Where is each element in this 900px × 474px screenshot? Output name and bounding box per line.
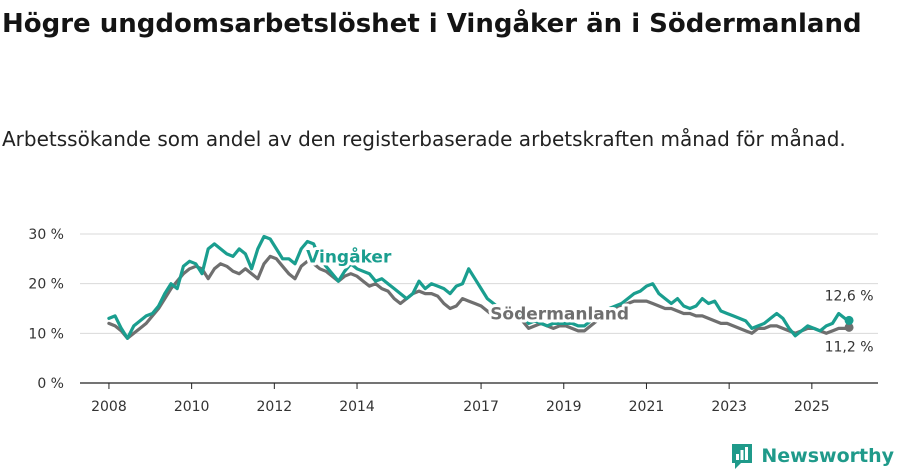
x-tick-label: 2008 xyxy=(91,399,127,415)
series-label-vingaker: Vingåker xyxy=(306,245,392,267)
end-point-sodermanland xyxy=(844,322,854,332)
series-label-sodermanland: Södermanland xyxy=(490,304,629,324)
y-tick-label: 10 % xyxy=(28,326,64,342)
bar-chart-speech-icon xyxy=(732,444,753,469)
end-label-vingaker: 12,6 % xyxy=(825,288,874,304)
x-axis: 2008 2010 2012 2014 2017 2019 2021 2023 2025 xyxy=(80,382,878,415)
series-labels: Vingåker 12,6 % Södermanland 11,2 % xyxy=(303,242,874,355)
end-label-sodermanland: 11,2 % xyxy=(825,339,874,355)
x-tick-label: 2010 xyxy=(174,399,210,415)
x-tick-label: 2025 xyxy=(794,399,830,415)
series-line-vingaker xyxy=(107,234,851,340)
x-tick-label: 2014 xyxy=(339,399,375,415)
x-tick-label: 2012 xyxy=(257,399,293,415)
x-tick-label: 2019 xyxy=(546,399,582,415)
y-tick-label: 20 % xyxy=(28,277,64,293)
end-point-vingaker xyxy=(844,315,854,325)
y-axis-ticks: 0 % 10 % 20 % 30 % xyxy=(28,227,64,392)
chart-subtitle: Arbetssökande som andel av den registerb… xyxy=(2,127,846,151)
chart-title: Högre ungdomsarbetslöshet i Vingåker än … xyxy=(2,9,862,39)
x-tick-label: 2017 xyxy=(463,399,499,415)
x-tick-label: 2023 xyxy=(711,399,747,415)
series-line-sodermanland xyxy=(107,254,851,340)
x-tick-label: 2021 xyxy=(629,399,665,415)
series-lines xyxy=(107,234,854,340)
brand-name: Newsworthy xyxy=(761,445,894,467)
y-tick-label: 30 % xyxy=(28,227,64,243)
y-tick-label: 0 % xyxy=(37,376,64,392)
newsworthy-logo: Newsworthy xyxy=(730,442,894,470)
